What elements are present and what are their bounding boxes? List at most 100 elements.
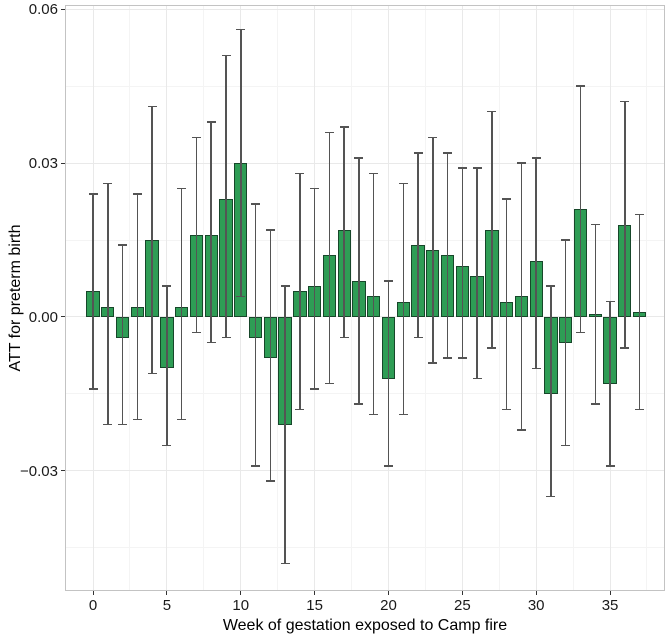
errorbar-cap-top-week-16: [324, 131, 334, 133]
y-minor-gridline: [66, 547, 664, 549]
errorbar-cap-top-week-1: [103, 182, 113, 185]
errorbar-cap-bottom-week-33: [576, 331, 585, 334]
errorbar-cap-bottom-week-15: [310, 388, 320, 390]
errorbar-cap-bottom-week-6: [177, 418, 187, 421]
errorbar-cap-top-week-35: [605, 300, 615, 303]
errorbar-cap-top-week-15: [310, 187, 320, 190]
errorbar-line-week-15: [313, 188, 316, 389]
errorbar-cap-top-week-3: [132, 193, 142, 195]
errorbar-cap-top-week-32: [561, 239, 571, 241]
errorbar-cap-bottom-week-0: [88, 388, 98, 390]
x-minor-gridline: [498, 6, 500, 590]
errorbar-line-week-1: [107, 183, 109, 425]
errorbar-cap-top-week-0: [88, 193, 98, 195]
errorbar-cap-bottom-week-11: [251, 465, 261, 467]
errorbar-line-week-17: [343, 127, 345, 338]
errorbar-cap-top-week-29: [516, 162, 526, 164]
errorbar-line-week-23: [432, 137, 434, 364]
errorbar-cap-top-week-7: [191, 136, 201, 139]
errorbar-cap-bottom-week-35: [605, 465, 615, 467]
errorbar-line-week-10: [240, 29, 242, 297]
errorbar-line-week-0: [92, 193, 94, 389]
errorbar-cap-top-week-5: [162, 285, 172, 287]
errorbar-cap-bottom-week-17: [339, 336, 349, 339]
errorbar-line-week-27: [491, 111, 493, 348]
errorbar-cap-bottom-week-8: [206, 341, 216, 344]
x-axis-tick-label: 10: [232, 597, 250, 614]
errorbar-cap-bottom-week-16: [324, 382, 334, 385]
y-axis-tick: [61, 162, 65, 164]
errorbar-cap-top-week-20: [383, 280, 393, 282]
errorbar-line-week-34: [594, 224, 597, 405]
errorbar-line-week-28: [505, 198, 508, 410]
errorbar-line-week-18: [358, 157, 360, 405]
errorbar-cap-top-week-36: [620, 100, 630, 103]
errorbar-cap-top-week-6: [177, 187, 187, 190]
y-minor-gridline: [66, 85, 664, 87]
x-axis-tick-label: 30: [527, 597, 545, 614]
errorbar-cap-bottom-week-37: [635, 408, 645, 411]
y-axis-tick: [61, 316, 65, 318]
errorbar-line-week-13: [284, 286, 286, 564]
errorbar-cap-bottom-week-31: [546, 495, 556, 498]
errorbar-cap-bottom-week-4: [147, 372, 157, 375]
y-major-gridline: [66, 470, 664, 472]
errorbar-cap-top-week-26: [472, 167, 482, 169]
errorbar-line-week-33: [579, 86, 582, 333]
errorbar-cap-bottom-week-32: [561, 444, 571, 447]
x-axis-tick: [387, 591, 389, 595]
y-axis-tick-label: 0.03: [28, 155, 58, 173]
errorbar-cap-top-week-21: [398, 182, 408, 185]
errorbar-cap-bottom-week-24: [443, 357, 453, 359]
y-major-gridline: [66, 316, 664, 318]
errorbar-line-week-9: [225, 55, 227, 338]
x-axis-tick-label: 0: [88, 597, 98, 614]
errorbar-cap-top-week-24: [443, 152, 453, 154]
errorbar-cap-top-week-8: [206, 121, 216, 123]
errorbar-cap-top-week-9: [221, 54, 231, 57]
errorbar-line-week-22: [417, 152, 419, 338]
y-major-gridline: [66, 8, 664, 10]
errorbar-line-week-31: [550, 286, 552, 497]
errorbar-line-week-11: [254, 204, 257, 466]
errorbar-cap-bottom-week-10: [236, 295, 246, 298]
errorbar-cap-top-week-2: [118, 244, 128, 246]
x-minor-gridline: [646, 6, 648, 590]
errorbar-cap-bottom-week-12: [265, 480, 275, 482]
errorbar-line-week-19: [372, 173, 375, 415]
errorbar-line-week-4: [151, 106, 153, 374]
x-minor-gridline: [203, 6, 205, 590]
errorbar-cap-bottom-week-21: [398, 413, 408, 416]
errorbar-cap-bottom-week-34: [590, 403, 600, 405]
errorbar-cap-bottom-week-28: [502, 408, 512, 411]
errorbar-cap-top-week-18: [354, 157, 364, 159]
errorbar-cap-bottom-week-14: [295, 408, 305, 411]
errorbar-cap-bottom-week-23: [428, 362, 438, 364]
errorbar-cap-bottom-week-13: [280, 562, 290, 565]
x-minor-gridline: [129, 6, 131, 590]
x-minor-gridline: [424, 6, 426, 590]
errorbar-cap-bottom-week-19: [369, 413, 379, 416]
errorbar-cap-bottom-week-30: [531, 367, 541, 370]
errorbar-cap-bottom-week-7: [191, 331, 201, 334]
errorbar-cap-bottom-week-2: [118, 423, 128, 426]
x-minor-gridline: [351, 6, 353, 590]
x-axis-tick-label: 15: [306, 597, 323, 614]
errorbar-line-week-12: [269, 229, 272, 482]
x-major-gridline: [609, 6, 611, 590]
x-minor-gridline: [277, 6, 279, 590]
errorbar-line-week-30: [535, 157, 537, 369]
x-axis-title: Week of gestation exposed to Camp fire: [222, 617, 508, 634]
errorbar-cap-bottom-week-36: [620, 347, 630, 349]
x-axis-tick: [92, 591, 94, 595]
errorbar-line-week-35: [609, 301, 611, 466]
x-axis-tick-label: 35: [601, 597, 619, 614]
errorbar-cap-bottom-week-26: [472, 377, 482, 380]
errorbar-cap-top-week-33: [576, 85, 585, 87]
errorbar-cap-top-week-27: [487, 110, 497, 113]
errorbar-line-week-2: [121, 245, 124, 425]
errorbar-cap-top-week-23: [428, 136, 438, 139]
x-axis-tick: [314, 591, 316, 595]
errorbar-line-week-24: [446, 152, 449, 359]
errorbar-cap-top-week-28: [502, 198, 512, 200]
